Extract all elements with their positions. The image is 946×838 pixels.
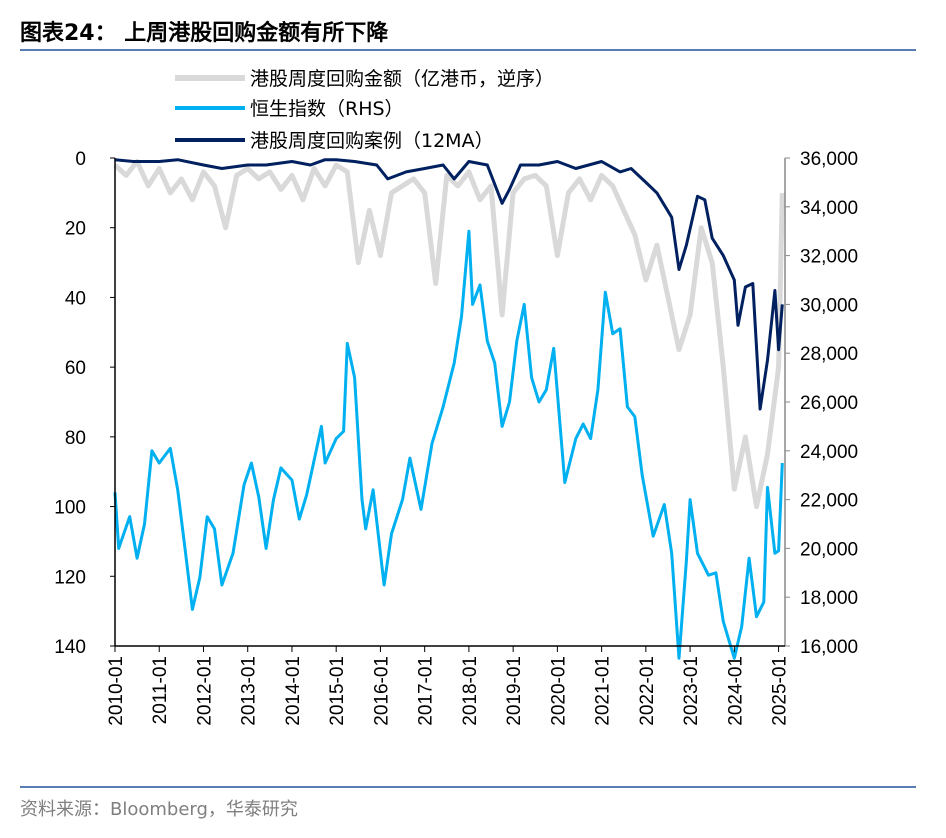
right-tick-label: 36,000 [800,149,858,170]
x-tick-label: 2023-01 [681,656,702,726]
right-tick-label: 32,000 [800,247,858,268]
right-tick-label: 26,000 [800,393,858,414]
series-layer [113,158,785,660]
legend-label: 港股周度回购金额（亿港币，逆序） [250,68,554,90]
x-tick-label: 2024-01 [725,656,746,726]
left-tick-label: 40 [65,288,86,309]
right-tick-label: 20,000 [800,539,858,560]
x-tick-label: 2016-01 [371,656,392,726]
left-tick-label: 100 [54,498,86,519]
right-tick-label: 16,000 [800,637,858,658]
right-tick-label: 30,000 [800,295,858,316]
x-tick-label: 2011-01 [150,656,171,724]
legend-label: 港股周度回购案例（12MA） [250,130,494,152]
x-tick-label: 2019-01 [504,656,525,726]
x-tick-label: 2013-01 [239,656,260,726]
x-tick-label: 2010-01 [106,656,127,726]
left-tick-label: 60 [65,358,86,379]
right-tick-label: 34,000 [800,198,858,219]
hang-seng-line [113,229,784,660]
x-tick-label: 2022-01 [637,656,658,726]
left-tick-label: 80 [65,428,86,449]
chart-title: 图表24： 上周港股回购金额有所下降 [20,20,389,46]
axes: 0 20 40 60 80 100 120 140 16,000 18,000 20,000 22,0… [54,149,858,726]
right-tick-label: 28,000 [800,344,858,365]
x-tick-label: 2015-01 [327,656,348,726]
x-tick-label: 2025-01 [770,656,791,726]
right-tick-label: 24,000 [800,442,858,463]
left-tick-label: 20 [65,219,86,240]
right-tick-label: 18,000 [800,588,858,609]
x-tick-label: 2020-01 [548,656,569,726]
left-tick-label: 140 [54,637,86,658]
left-tick-label: 0 [75,149,86,170]
x-tick-label: 2021-01 [593,656,614,726]
x-tick-label: 2018-01 [460,656,481,726]
buyback-amount-line [113,159,785,510]
source-note: 资料来源：Bloomberg，华泰研究 [20,799,298,820]
buyback-cases-line [114,158,784,411]
x-tick-label: 2014-01 [283,656,304,726]
right-tick-label: 22,000 [800,491,858,512]
legend-label: 恒生指数（RHS） [250,98,404,120]
left-tick-label: 120 [54,567,86,588]
x-tick-label: 2017-01 [416,656,437,726]
legend: 港股周度回购金额（亿港币，逆序） 恒生指数（RHS） 港股周度回购案例（12MA） [175,68,554,152]
x-tick-label: 2012-01 [194,656,215,726]
